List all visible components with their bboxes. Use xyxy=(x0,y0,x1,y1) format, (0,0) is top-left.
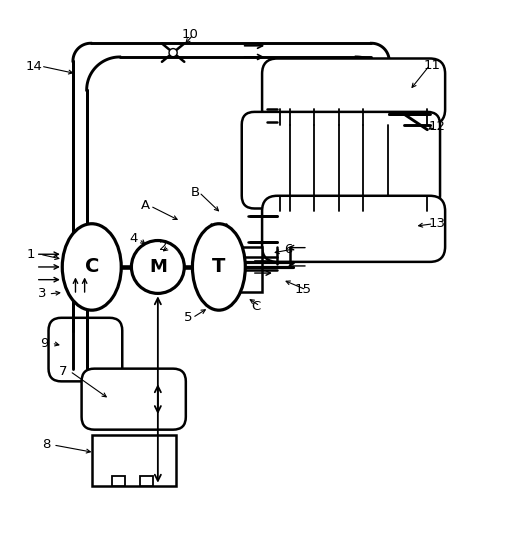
Text: 6: 6 xyxy=(284,243,292,255)
Text: 10: 10 xyxy=(181,28,198,41)
Text: M: M xyxy=(149,258,167,276)
Text: 11: 11 xyxy=(424,59,441,72)
Text: 13: 13 xyxy=(429,217,446,230)
Text: 3: 3 xyxy=(38,287,47,300)
Text: C: C xyxy=(251,300,261,313)
Text: 2: 2 xyxy=(159,240,167,253)
Text: 5: 5 xyxy=(184,312,193,324)
Circle shape xyxy=(169,49,177,57)
Text: 12: 12 xyxy=(429,120,446,133)
FancyBboxPatch shape xyxy=(48,318,122,382)
Text: 9: 9 xyxy=(40,337,49,350)
FancyBboxPatch shape xyxy=(262,196,445,262)
Ellipse shape xyxy=(192,224,245,310)
FancyBboxPatch shape xyxy=(82,369,186,430)
Text: C: C xyxy=(85,258,99,277)
Bar xyxy=(92,435,176,486)
Text: B: B xyxy=(190,186,199,199)
Text: 14: 14 xyxy=(26,60,43,73)
Text: 7: 7 xyxy=(59,365,67,378)
FancyBboxPatch shape xyxy=(242,112,440,209)
Bar xyxy=(234,247,262,292)
FancyBboxPatch shape xyxy=(262,59,445,125)
Bar xyxy=(140,476,153,486)
Ellipse shape xyxy=(62,224,121,310)
Text: 8: 8 xyxy=(42,438,50,452)
Text: 15: 15 xyxy=(294,284,311,296)
Bar xyxy=(112,476,125,486)
Text: 4: 4 xyxy=(130,232,138,245)
Ellipse shape xyxy=(132,240,185,293)
Text: A: A xyxy=(141,199,150,212)
Text: 1: 1 xyxy=(27,248,35,261)
Text: T: T xyxy=(212,258,226,277)
